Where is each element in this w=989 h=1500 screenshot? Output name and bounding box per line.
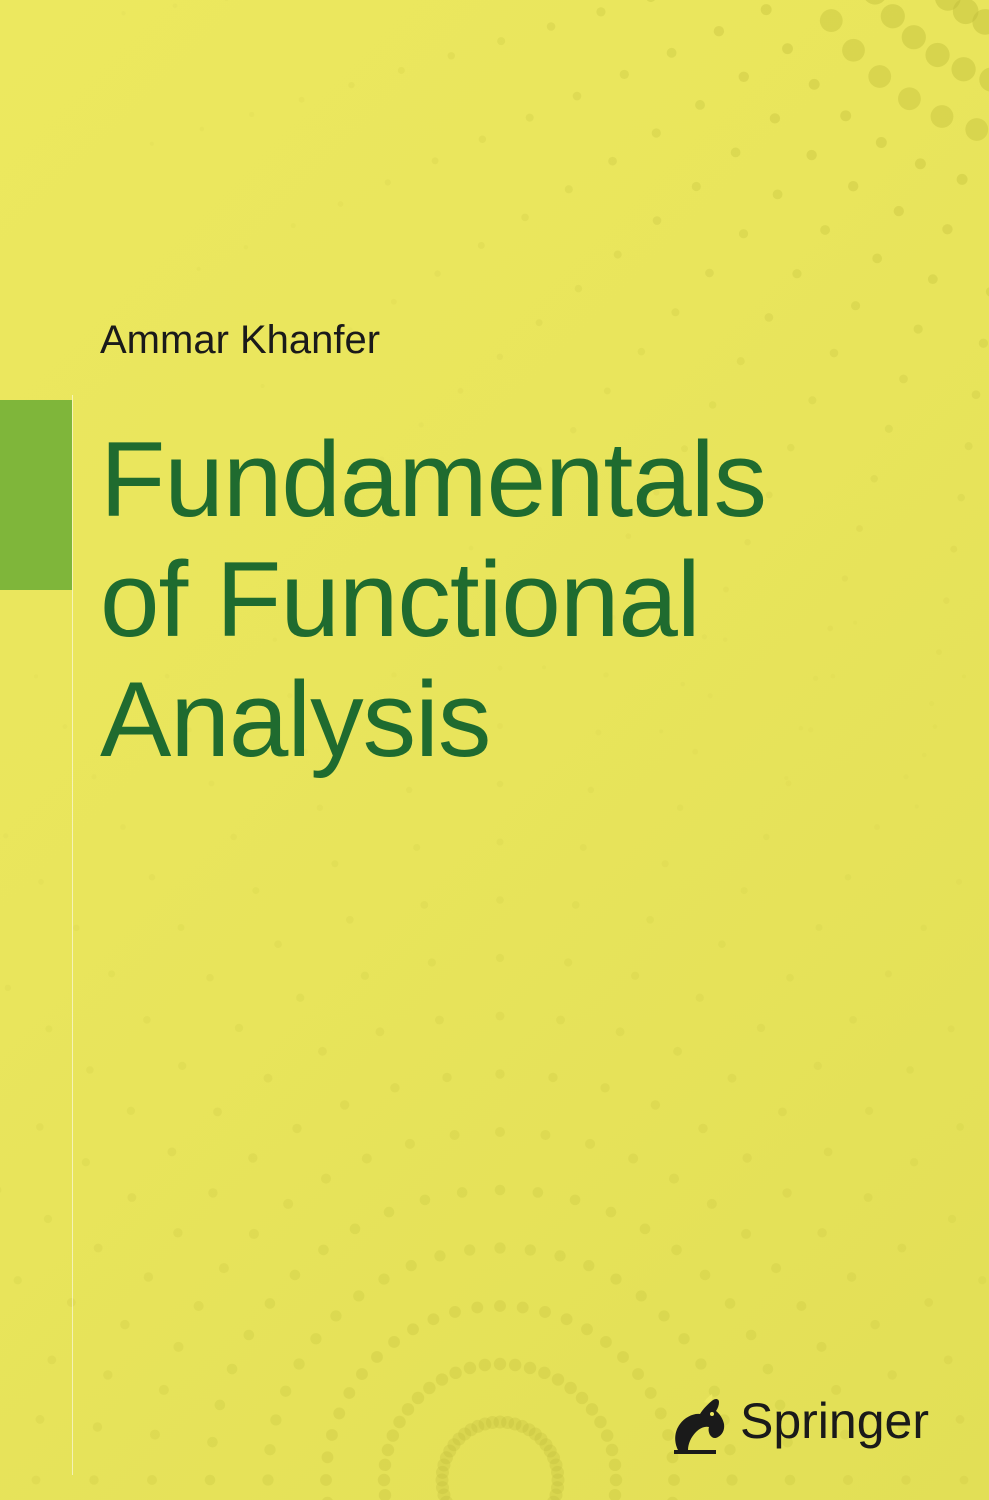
book-cover: Ammar Khanfer Fundamentals of Functional… (0, 0, 989, 1500)
publisher-name: Springer (740, 1392, 929, 1450)
vertical-rule (72, 395, 73, 1475)
springer-horse-icon (664, 1386, 726, 1456)
title-line: of Functional (100, 540, 766, 660)
series-tab (0, 400, 72, 590)
title-line: Fundamentals (100, 420, 766, 540)
book-title: Fundamentals of Functional Analysis (100, 420, 766, 779)
publisher-block: Springer (664, 1386, 929, 1456)
author-name: Ammar Khanfer (100, 318, 380, 363)
title-line: Analysis (100, 660, 766, 780)
